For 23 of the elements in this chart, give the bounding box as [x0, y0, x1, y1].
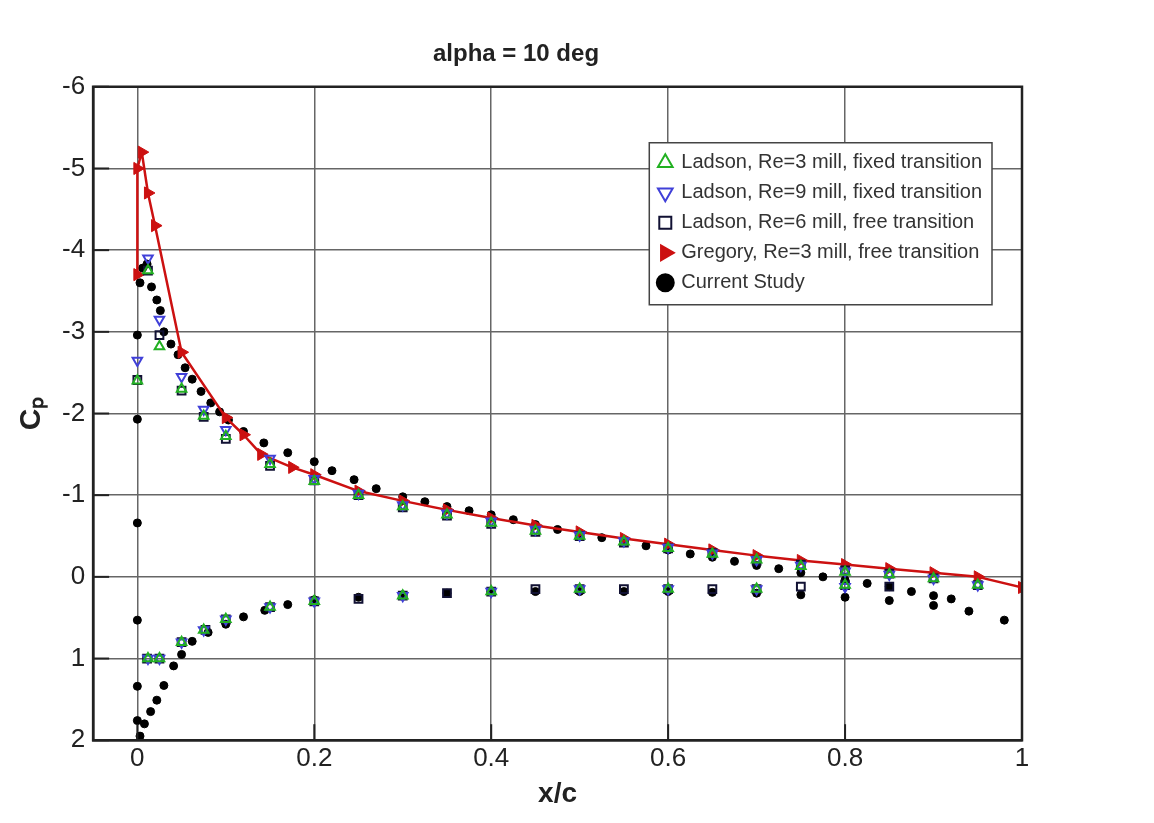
- y-tick-label: -4: [61, 233, 86, 264]
- y-tick-label: 1: [70, 641, 86, 672]
- x-tick-label: 0.2: [296, 741, 333, 772]
- legend-label: Ladson, Re=6 mill, free transition: [681, 210, 975, 233]
- x-tick-label: 0: [130, 741, 145, 772]
- y-tick-label: -6: [61, 69, 86, 100]
- x-tick-label: 0.6: [650, 741, 687, 772]
- y-tick-label: 2: [70, 723, 86, 754]
- chart-title: alpha = 10 deg: [432, 39, 600, 67]
- y-tick-label: -5: [61, 151, 86, 182]
- x-tick-label: 1: [1014, 741, 1030, 772]
- legend-label: Ladson, Re=9 mill, fixed transition: [681, 180, 983, 203]
- x-tick-label: 0.8: [826, 741, 864, 772]
- y-tick-label: -1: [61, 478, 86, 509]
- y-tick-label: -3: [61, 315, 86, 345]
- y-tick-label: 0: [70, 560, 86, 591]
- y-tick-label: -2: [61, 396, 86, 427]
- x-axis-title: x/c: [538, 776, 578, 808]
- legend-label: Gregory, Re=3 mill, free transition: [681, 240, 980, 263]
- y-axis-title: Cₚ: [13, 396, 49, 431]
- legend-label: Current Study: [681, 270, 805, 293]
- legend-label: Ladson, Re=3 mill, fixed transition: [681, 150, 983, 173]
- x-tick-label: 0.4: [473, 741, 510, 772]
